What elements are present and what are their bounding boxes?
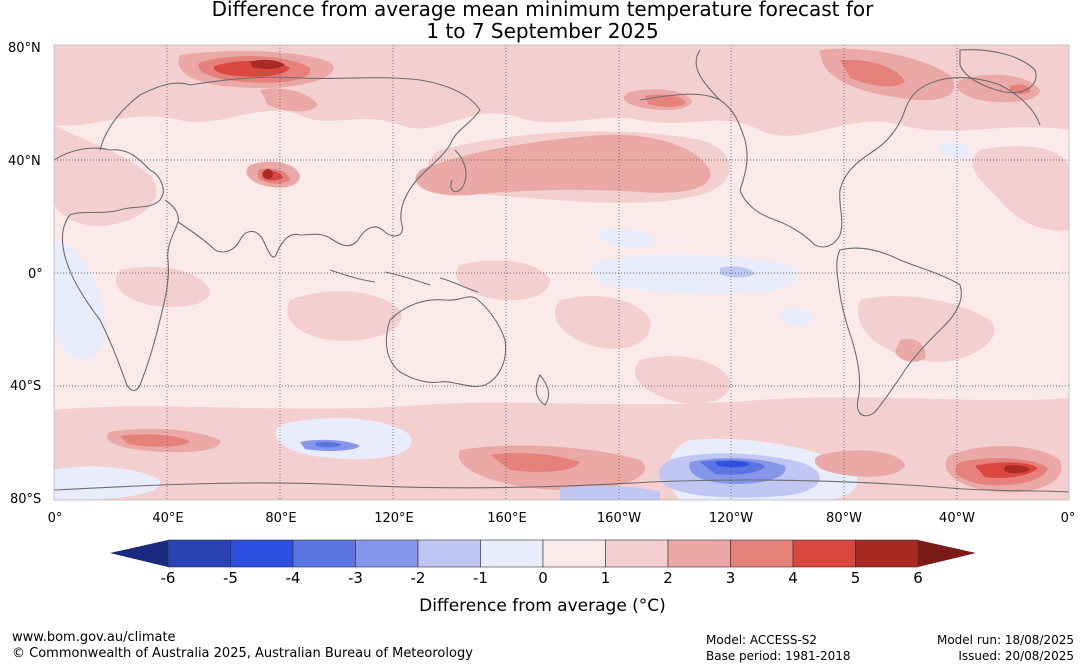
colorbar-tick-label: 5 — [851, 569, 861, 587]
footer-left: www.bom.gov.au/climate © Commonwealth of… — [12, 630, 473, 662]
colorbar-cell — [167, 539, 231, 568]
colorbar-tick-label: -1 — [473, 569, 488, 587]
footer-run-info: Model run: 18/08/2025 Issued: 20/08/2025 — [937, 632, 1074, 664]
colorbar-cell — [792, 539, 856, 568]
lat-label-80n: 80°N — [8, 41, 41, 56]
lon-label-160w: 160°W — [597, 511, 641, 526]
lon-label-80e: 80°E — [265, 511, 296, 526]
lon-label-0: 0° — [48, 511, 63, 526]
colorbar-cell — [667, 539, 731, 568]
footer-model-info: Model: ACCESS-S2 Base period: 1981-2018 — [706, 632, 851, 664]
cold-anomaly-regions — [300, 266, 820, 500]
colorbar-tick-label: 3 — [726, 569, 736, 587]
lon-label-120w: 120°W — [709, 511, 753, 526]
lat-label-40s: 40°S — [10, 379, 41, 394]
lat-labels: 80°N 40°N 0° 40°S 80°S — [8, 41, 43, 507]
colorbar-tick-label: 6 — [913, 569, 923, 587]
colorbar-cells — [167, 539, 919, 568]
colorbar-cell — [417, 539, 481, 568]
colorbar-title: Difference from average (°C) — [419, 596, 666, 616]
anomaly-5to6-regions — [250, 59, 1030, 474]
graticule — [54, 45, 1069, 500]
lon-label-160e: 160°E — [487, 511, 527, 526]
colorbar-tick-label: 1 — [601, 569, 611, 587]
colorbar-tick-label: 2 — [663, 569, 673, 587]
colorbar: -6 -5 -4 -3 -2 -1 0 1 2 3 4 5 6 — [110, 539, 976, 587]
lat-label-40n: 40°N — [8, 154, 41, 169]
lon-label-0-end: 0° — [1061, 511, 1076, 526]
colorbar-cell — [542, 539, 606, 568]
footer-base-period: Base period: 1981-2018 — [706, 649, 851, 663]
colorbar-cell — [730, 539, 794, 568]
colorbar-tick-label: -4 — [286, 569, 301, 587]
map-title-line2: 1 to 7 September 2025 — [426, 19, 659, 43]
colorbar-cell — [230, 539, 294, 568]
colorbar-cell — [855, 539, 919, 568]
lon-label-40e: 40°E — [152, 511, 183, 526]
colorbar-extend-high — [918, 540, 976, 567]
lat-label-80s: 80°S — [10, 492, 41, 507]
colorbar-cell — [480, 539, 544, 568]
footer-website-link[interactable]: www.bom.gov.au/climate — [12, 630, 176, 645]
lon-labels: 0° 40°E 80°E 120°E 160°E 160°W 120°W 80°… — [48, 511, 1076, 526]
footer-model-run: Model run: 18/08/2025 — [936, 633, 1074, 647]
map-title-line1: Difference from average mean minimum tem… — [211, 0, 874, 21]
lon-label-80w: 80°W — [826, 511, 862, 526]
colorbar-cell — [605, 539, 669, 568]
map-frame — [53, 44, 1070, 501]
colorbar-ticks: -6 -5 -4 -3 -2 -1 0 1 2 3 4 5 6 — [161, 569, 923, 587]
colorbar-tick-label: -2 — [411, 569, 426, 587]
colorbar-cell — [292, 539, 356, 568]
colorbar-tick-label: -3 — [348, 569, 363, 587]
colorbar-tick-label: 4 — [788, 569, 798, 587]
coastlines — [54, 49, 1069, 493]
footer-model: Model: ACCESS-S2 — [706, 633, 818, 647]
footer-issued: Issued: 20/08/2025 — [958, 649, 1074, 663]
map-field — [54, 45, 1069, 500]
footer-copyright: © Commonwealth of Australia 2025, Austra… — [12, 646, 473, 661]
colorbar-tick-label: 0 — [538, 569, 548, 587]
lat-label-0: 0° — [28, 267, 43, 282]
colorbar-extend-low — [110, 540, 168, 567]
colorbar-cell — [355, 539, 419, 568]
colorbar-tick-label: -6 — [161, 569, 176, 587]
lon-label-120e: 120°E — [374, 511, 414, 526]
colorbar-tick-label: -5 — [223, 569, 238, 587]
lon-label-40w: 40°W — [939, 511, 975, 526]
